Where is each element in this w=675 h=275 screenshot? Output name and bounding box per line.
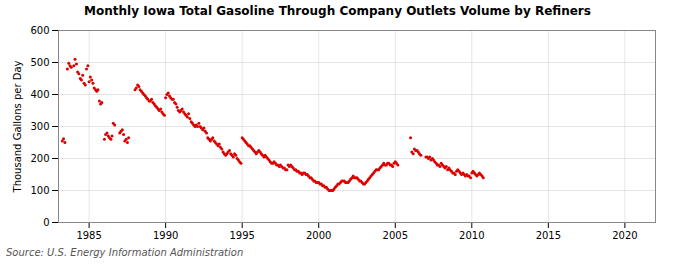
svg-text:1985: 1985: [76, 230, 101, 241]
svg-text:100: 100: [30, 185, 49, 196]
html-text:Source: U.S. Energy Informatio: Source: U.S. Energy Information Administ…: [6, 247, 244, 258]
svg-text:200: 200: [30, 153, 49, 164]
svg-text:1995: 1995: [229, 230, 254, 241]
svg-text:500: 500: [30, 57, 49, 68]
svg-text:0: 0: [43, 217, 49, 228]
svg-text:600: 600: [30, 25, 49, 36]
svg-text:400: 400: [30, 89, 49, 100]
svg-text:2015: 2015: [536, 230, 561, 241]
svg-text:1990: 1990: [153, 230, 178, 241]
svg-text:2000: 2000: [306, 230, 331, 241]
svg-text:2020: 2020: [612, 230, 637, 241]
svg-text:2005: 2005: [383, 230, 408, 241]
svg-text:2010: 2010: [459, 230, 484, 241]
svg-text:300: 300: [30, 121, 49, 132]
svg-text:Thousand Gallons per Day: Thousand Gallons per Day: [12, 60, 23, 193]
html-text:Monthly Iowa Total Gasoline Th: Monthly Iowa Total Gasoline Through Comp…: [84, 4, 591, 18]
